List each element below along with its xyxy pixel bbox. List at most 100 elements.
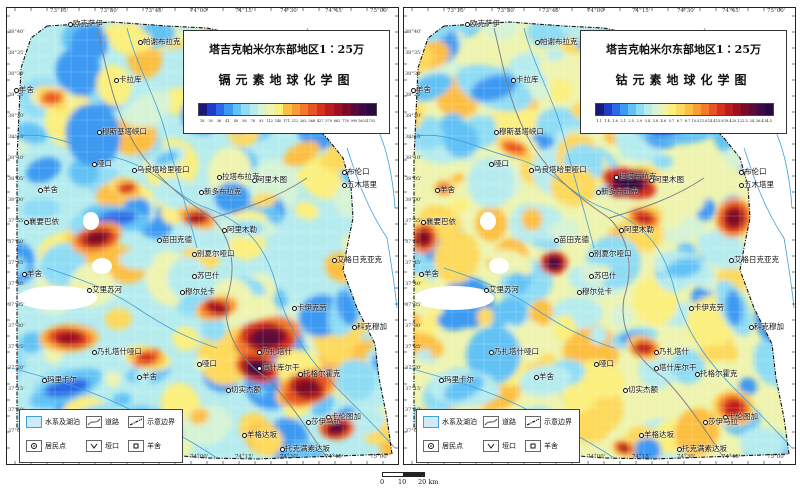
place-label: 哑口 [97,159,112,168]
color-scale-swatch [207,104,216,115]
high-anomaly [617,176,641,190]
lon-tick-bottom: 74°45' [325,454,344,460]
residence-legend-icon [26,440,42,452]
lat-tick: 38°15' [8,134,25,140]
lat-tick: 37°45' [405,260,422,266]
lat-tick: 37°50' [405,239,422,245]
road-legend-icon [86,416,102,428]
place-label: 阿里木图 [257,175,287,184]
color-scale-swatch [724,104,733,115]
lat-tick: 37°40' [8,281,25,287]
settlement-dot-icon [92,350,97,355]
cd-geochemical-map: 73°15'73°15'73°30'73°30'73°45'73°45'74°0… [6,7,399,465]
settlement-dot-icon [589,274,594,279]
high-anomaly [188,213,206,223]
color-scale-ticks: 1.1 1.4 1.6 2.1 2.5 2.9 3.4 3.8 4.6 5.7 6.7 8.7 10.5… [595,119,774,127]
value-patch [433,231,480,284]
place-label: 卡伊克劳 [694,303,724,312]
place-label: 苏巴什 [197,271,220,280]
settlement-dot-icon [421,220,426,225]
place-label: 拉塔布拉克 [619,172,657,181]
legend-item-residence: 居民点 [26,440,66,452]
settlement-dot-icon [257,350,262,355]
water-legend-icon [423,416,439,428]
value-patch [55,47,102,97]
scale-segment-1 [382,472,404,477]
color-scale-swatch [692,104,701,115]
settlement-dot-icon [623,388,628,393]
place-label: 襄要巴依 [29,217,59,226]
border-legend-icon [128,416,144,428]
color-scale-tick: 212 [291,119,299,123]
place-label: 新多布拉克 [204,187,242,196]
place-label: 羊舍 [424,269,439,278]
color-scale-tick: 776 [342,119,349,123]
place-label: 莎伊马拉 [311,417,341,426]
color-scale-swatch [325,104,334,115]
lat-tick: 37°25' [405,344,422,350]
settlement-dot-icon [494,130,499,135]
legend-road-label: 道路 [502,418,516,426]
value-patch [610,304,633,329]
color-scale-swatch [232,104,242,115]
settlement-dot-icon [489,350,494,355]
value-patch [415,349,432,361]
settlement-dot-icon [511,78,516,83]
place-label: 别夏尔哑口 [197,249,235,258]
scale-bar: 0 10 20 km [378,468,438,498]
lon-tick-bottom: 74°15' [235,454,254,460]
settlement-dot-icon [654,350,659,355]
settlement-dot-icon [92,162,97,167]
legend-item-residence: 居民点 [423,440,463,452]
color-scale-swatch [612,104,621,115]
value-patch [414,332,444,360]
river [11,134,278,289]
lat-tick: 38°10' [8,155,25,161]
color-scale-swatch [628,104,637,115]
settlement-dot-icon [326,415,331,420]
value-patch [17,348,26,379]
settlement-dot-icon [199,190,204,195]
legend-item-water: 水系及湖泊 [423,416,477,428]
legend-item-sheep: 羊舍 [525,440,558,452]
value-patch [519,364,572,397]
settlement-dot-icon [435,188,440,193]
scale-twenty: 20 km [418,478,439,486]
lat-tick: 38°30' [405,71,422,77]
color-scale-tick: 8.7 [684,119,691,123]
value-patch [156,177,196,210]
settlement-dot-icon [352,325,357,330]
color-scale-swatch [684,104,693,115]
lat-tick: 38°30' [8,71,25,77]
place-label: 羊舍 [416,85,431,94]
residence-legend-icon [423,440,439,452]
lat-tick: 37°30' [405,323,422,329]
value-patch [112,392,132,406]
color-scale-tick: 22.5 [740,119,748,123]
value-patch [189,408,209,425]
lat-tick: 37°15' [405,386,422,392]
river [46,267,218,349]
color-scale-tick: 3.8 [652,119,659,123]
lon-tick-top: 74°45' [722,8,741,14]
value-patch [96,64,132,106]
color-scale-tick: 6.7 [676,119,683,123]
place-label: 艾格日克亚克 [734,255,779,264]
high-anomaly [725,209,743,227]
settlement-dot-icon [596,190,601,195]
lat-tick: 37°20' [8,365,25,371]
lon-tick-top: 73°45' [145,8,164,14]
settlement-dot-icon [192,274,197,279]
co-geochemical-map: 73°15'73°15'73°30'73°30'73°45'73°45'74°0… [403,7,796,465]
value-patch [359,141,377,156]
value-patch [134,366,151,385]
settlement-dot-icon [739,170,744,175]
lat-tick: 38°35' [8,50,25,56]
color-scale-swatch [604,104,613,115]
color-scale-tick: 112 [266,119,273,123]
lake-gap [83,212,99,230]
color-scale-swatch [620,104,629,115]
settlement-dot-icon [217,175,222,180]
lat-tick: 37°10' [405,407,422,413]
high-anomaly [252,329,282,347]
